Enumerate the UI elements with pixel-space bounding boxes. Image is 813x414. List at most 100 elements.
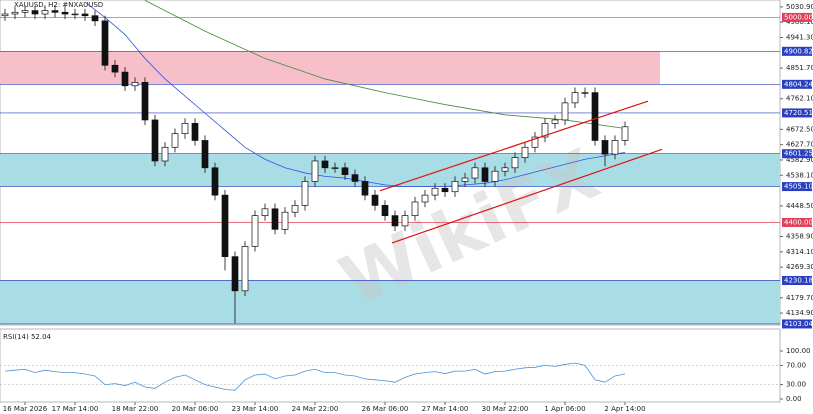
level-label-box bbox=[782, 79, 812, 89]
candle-body bbox=[211, 167, 219, 196]
x-tick-label: 18 Mar 22:00 bbox=[112, 405, 159, 413]
candle-body bbox=[41, 10, 49, 15]
level-label-box bbox=[782, 149, 812, 159]
y-tick-label: 4538.10 bbox=[786, 171, 813, 179]
zone bbox=[0, 153, 780, 187]
candle-body bbox=[291, 205, 299, 213]
level-label: 4601.25 bbox=[784, 150, 813, 158]
level-label-box bbox=[782, 108, 812, 118]
candle-body bbox=[521, 146, 529, 158]
candle-body bbox=[321, 160, 329, 169]
x-tick-label: 17 Mar 14:00 bbox=[52, 405, 99, 413]
level-label-box bbox=[782, 182, 812, 192]
rsi-tick-label: 100.00 bbox=[786, 347, 811, 355]
candle-body bbox=[81, 13, 89, 17]
candle-body bbox=[581, 92, 589, 94]
level-label: 5000.00 bbox=[784, 13, 813, 21]
x-tick-label: 24 Mar 22:00 bbox=[292, 405, 339, 413]
y-tick-label: 4941.30 bbox=[786, 33, 813, 41]
rsi-tick-label: 70.00 bbox=[786, 361, 806, 369]
candle-body bbox=[331, 167, 339, 169]
candle-body bbox=[591, 92, 599, 141]
x-tick-label: 20 Mar 06:00 bbox=[172, 405, 219, 413]
candle-body bbox=[31, 10, 39, 15]
y-tick-label: 5030.90 bbox=[786, 3, 813, 11]
y-tick-label: 4269.30 bbox=[786, 263, 813, 271]
candle-body bbox=[531, 136, 539, 148]
candle-body bbox=[311, 160, 319, 182]
candle-body bbox=[451, 181, 459, 193]
level-label-box bbox=[782, 276, 812, 286]
candle-body bbox=[571, 92, 579, 104]
candle-body bbox=[161, 146, 169, 162]
candle-body bbox=[351, 174, 359, 182]
candle-body bbox=[11, 11, 19, 15]
candle-body bbox=[271, 208, 279, 230]
candle-body bbox=[371, 194, 379, 206]
zone bbox=[0, 51, 660, 85]
candle-body bbox=[391, 215, 399, 227]
candle-body bbox=[611, 140, 619, 155]
candle-body bbox=[471, 167, 479, 179]
level-label: 4400.00 bbox=[784, 218, 813, 226]
level-label: 4230.18 bbox=[784, 277, 813, 285]
candle-body bbox=[111, 64, 119, 73]
rsi-line bbox=[4, 362, 626, 391]
candle-body bbox=[411, 201, 419, 216]
candle-body bbox=[101, 20, 109, 66]
level-label-box bbox=[782, 46, 812, 56]
candle-body bbox=[431, 187, 439, 196]
candle-body bbox=[261, 208, 269, 216]
level-label: 4103.04 bbox=[784, 320, 813, 328]
y-tick-label: 4986.10 bbox=[786, 18, 813, 26]
level-label-box bbox=[782, 12, 812, 22]
x-tick-label: 1 Apr 06:00 bbox=[544, 405, 585, 413]
y-tick-label: 4179.70 bbox=[786, 294, 813, 302]
candle-body bbox=[91, 15, 99, 22]
zone bbox=[0, 280, 780, 324]
y-tick-label: 4314.10 bbox=[786, 248, 813, 256]
level-label: 4505.10 bbox=[784, 183, 813, 191]
candle-body bbox=[481, 167, 489, 182]
rsi-tick-label: 30.00 bbox=[786, 381, 806, 389]
candle-body bbox=[501, 167, 509, 172]
candle-body bbox=[151, 119, 159, 162]
y-tick-label: 4762.10 bbox=[786, 95, 813, 103]
x-tick-label: 16 Mar 2026 bbox=[3, 405, 48, 413]
candle-body bbox=[361, 181, 369, 196]
level-label-box bbox=[782, 319, 812, 329]
candle-body bbox=[551, 119, 559, 124]
candle-body bbox=[341, 167, 349, 175]
x-tick-label: 30 Mar 22:00 bbox=[482, 405, 529, 413]
candle-body bbox=[61, 11, 69, 15]
candle-body bbox=[401, 215, 409, 227]
level-label-box bbox=[782, 217, 812, 227]
y-tick-label: 4582.90 bbox=[786, 156, 813, 164]
x-tick-label: 26 Mar 06:00 bbox=[362, 405, 409, 413]
candle-body bbox=[441, 187, 449, 193]
candle-body bbox=[181, 123, 189, 134]
candle-body bbox=[541, 123, 549, 138]
candle-body bbox=[561, 102, 569, 121]
trendline bbox=[379, 100, 649, 192]
candle-body bbox=[1, 13, 9, 17]
candle-body bbox=[381, 205, 389, 216]
candle-body bbox=[511, 157, 519, 169]
candle-body bbox=[21, 10, 29, 13]
candle-body bbox=[601, 140, 609, 155]
candle-body bbox=[241, 246, 249, 292]
candle-body bbox=[231, 256, 239, 292]
candle-body bbox=[171, 133, 179, 148]
candle-body bbox=[191, 123, 199, 141]
y-tick-label: 4627.70 bbox=[786, 141, 813, 149]
rsi-label: RSI(14) 52.04 bbox=[3, 333, 52, 341]
candle-body bbox=[121, 71, 129, 87]
candle-body bbox=[301, 181, 309, 206]
trendline bbox=[391, 148, 663, 244]
candle-body bbox=[51, 10, 59, 13]
candle-body bbox=[281, 211, 289, 230]
level-label: 4804.24 bbox=[784, 80, 813, 88]
candle-body bbox=[201, 140, 209, 169]
y-tick-label: 4134.90 bbox=[786, 309, 813, 317]
